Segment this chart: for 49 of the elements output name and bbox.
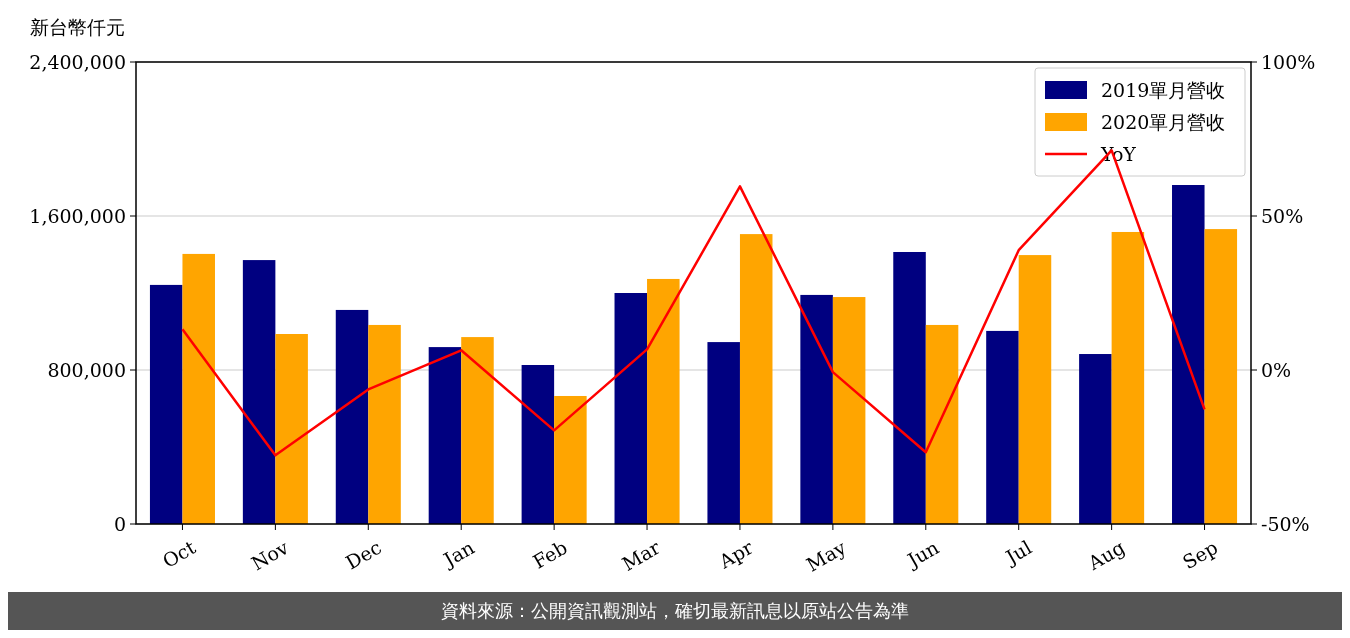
bar — [149, 284, 183, 524]
legend-label: 2020單月營收 — [1101, 110, 1226, 133]
bar — [614, 293, 648, 524]
x-tick-label: Aug — [1083, 535, 1129, 575]
bar — [242, 260, 276, 524]
y-tick-label: 1,600,000 — [29, 204, 126, 227]
x-tick-label: Jul — [1000, 535, 1036, 569]
legend-label: 2019單月營收 — [1101, 78, 1226, 101]
x-tick-label: Oct — [158, 535, 200, 572]
x-tick-label: Feb — [528, 535, 571, 573]
bar — [647, 278, 680, 524]
y2-tick-label: 50% — [1261, 204, 1304, 227]
bar — [275, 334, 308, 524]
y2-tick-label: 0% — [1261, 358, 1292, 381]
y-tick-label: 0 — [113, 512, 126, 535]
bar — [832, 297, 866, 524]
bar — [1172, 185, 1205, 524]
bar — [554, 395, 587, 524]
x-tick-label: Mar — [618, 535, 665, 575]
x-tick-label: Jan — [438, 535, 478, 572]
bar — [707, 342, 740, 524]
bar — [1018, 255, 1052, 524]
bar — [1111, 231, 1145, 524]
y2-tick-label: 100% — [1261, 50, 1316, 73]
bar — [1204, 229, 1238, 524]
y-tick-label: 2,400,000 — [29, 50, 126, 73]
x-tick-label: Nov — [247, 535, 293, 575]
bar — [739, 234, 773, 524]
x-tick-label: Dec — [341, 535, 385, 574]
bar — [925, 324, 959, 524]
bar — [521, 365, 555, 524]
bar — [893, 252, 926, 524]
x-tick-label: Sep — [1178, 535, 1222, 574]
y2-tick-label: -50% — [1261, 512, 1310, 535]
bar — [1079, 354, 1112, 524]
x-tick-label: May — [802, 535, 850, 576]
bar — [800, 294, 833, 524]
bar — [335, 309, 369, 524]
x-tick-label: Jun — [901, 535, 943, 573]
bar — [368, 324, 401, 524]
bar — [428, 347, 462, 524]
bar — [986, 330, 1019, 524]
line-series — [181, 149, 1206, 457]
x-tick-label: Apr — [714, 535, 758, 573]
y-tick-label: 800,000 — [47, 358, 126, 381]
source-note: 資料來源：公開資訊觀測站，確切最新訊息以原站公告為準 — [441, 600, 909, 622]
bar — [182, 253, 215, 524]
bar — [461, 337, 494, 524]
y-axis-title: 新台幣仟元 — [30, 16, 125, 38]
